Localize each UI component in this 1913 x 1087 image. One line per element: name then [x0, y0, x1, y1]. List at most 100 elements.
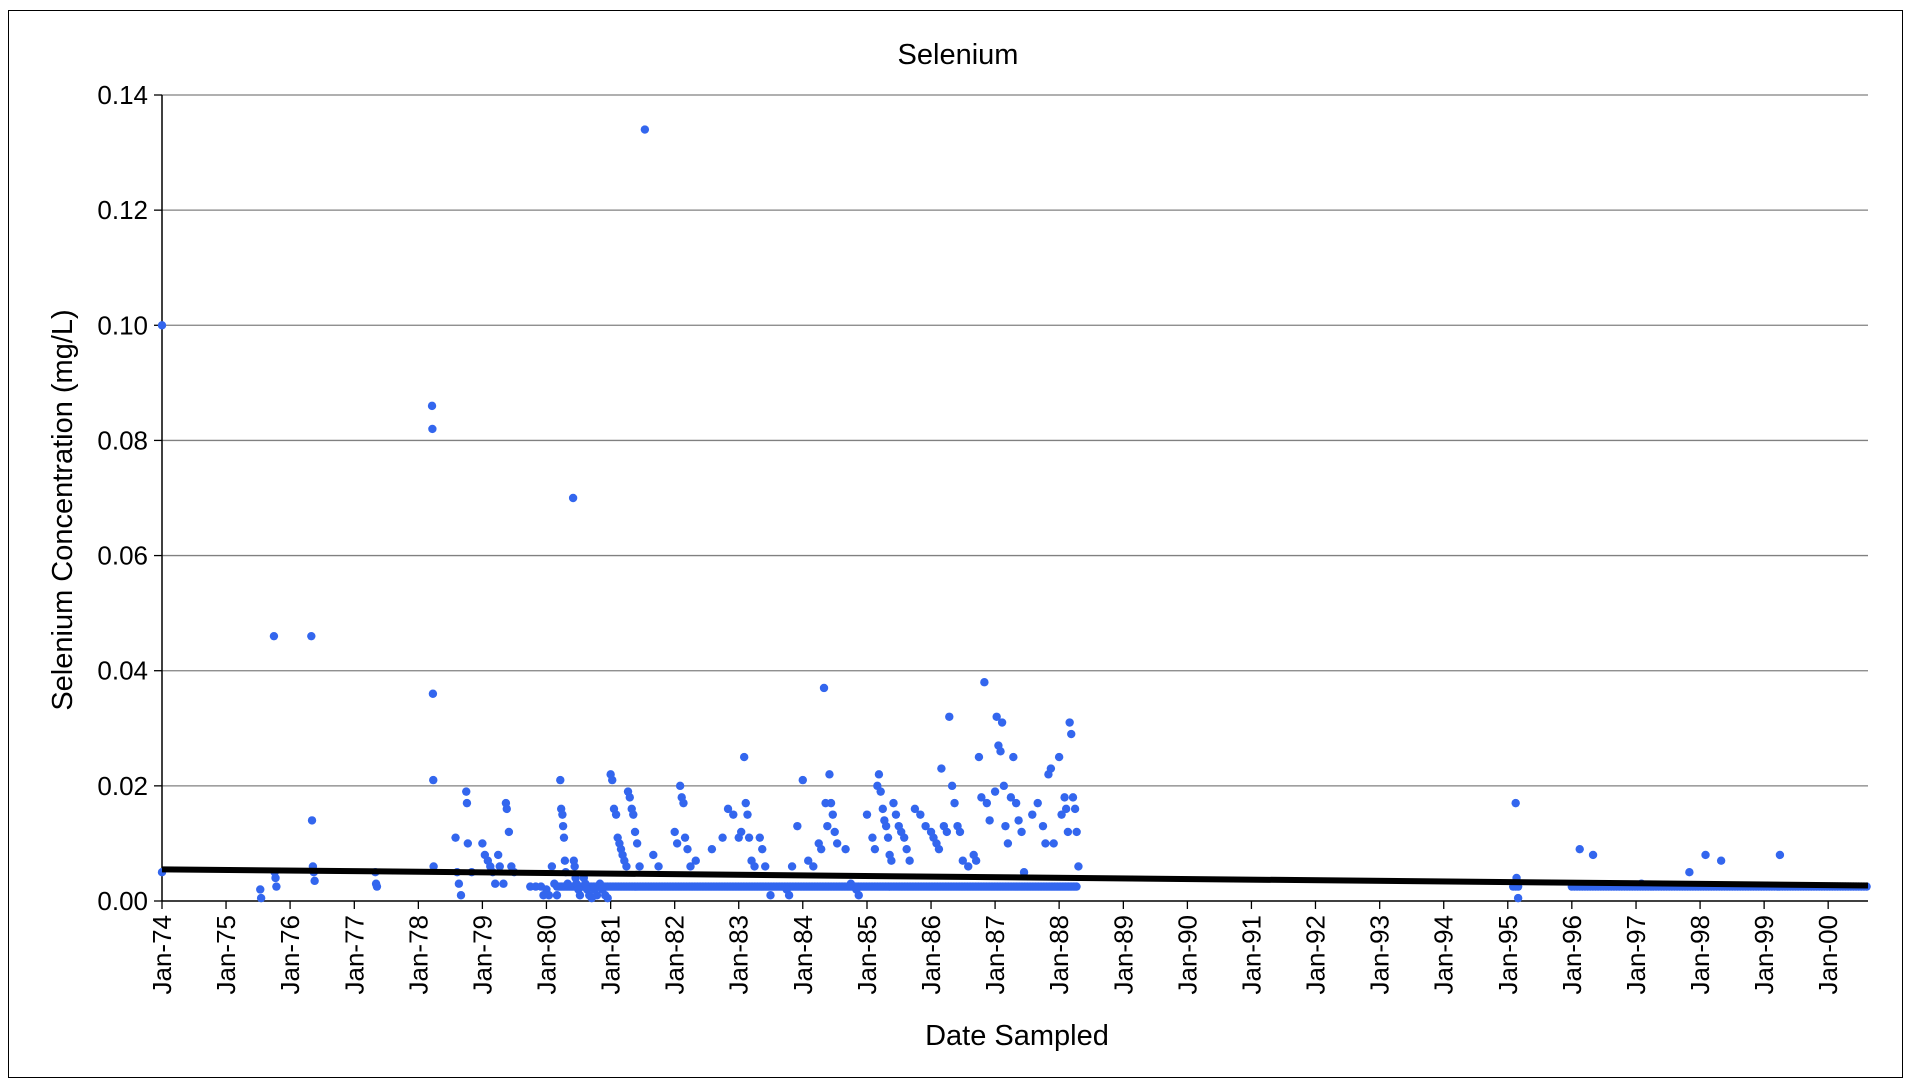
data-point — [870, 844, 880, 854]
data-point — [942, 827, 952, 837]
x-tick-label: Jan-98 — [1685, 915, 1715, 995]
data-point — [974, 752, 984, 762]
data-point — [1511, 798, 1520, 808]
x-tick-label: Jan-74 — [147, 915, 177, 995]
y-tick-labels: 0.00 0.02 0.04 0.06 0.08 0.10 0.12 0.14 — [97, 80, 162, 916]
data-point — [854, 891, 863, 900]
data-point — [971, 856, 981, 865]
data-point — [921, 821, 930, 831]
data-point — [997, 718, 1007, 727]
data-point — [307, 816, 317, 825]
data-point — [1074, 862, 1083, 871]
data-point — [809, 862, 818, 871]
data-point — [761, 862, 770, 871]
gridlines — [162, 94, 1868, 787]
data-point — [559, 833, 569, 842]
data-point — [955, 827, 965, 837]
x-tick-label: Jan-88 — [1044, 915, 1074, 995]
x-tick-label: Jan-95 — [1493, 915, 1523, 995]
data-point — [427, 401, 437, 411]
data-point — [1575, 844, 1584, 854]
data-point — [428, 689, 438, 698]
data-point — [256, 885, 265, 894]
data-point — [766, 891, 775, 900]
data-point — [157, 321, 167, 330]
data-point — [828, 810, 837, 819]
data-point — [985, 816, 994, 825]
data-point — [478, 839, 487, 848]
data-point — [1001, 821, 1010, 831]
trendline-group — [161, 866, 1869, 889]
data-point — [558, 821, 568, 831]
data-point — [876, 787, 885, 796]
data-point — [787, 862, 797, 871]
data-point — [889, 798, 898, 808]
data-point — [823, 821, 832, 831]
data-point — [622, 862, 631, 871]
x-tick-label: Jan-78 — [403, 915, 433, 995]
data-point — [707, 844, 717, 854]
data-point — [463, 839, 473, 848]
data-point — [1070, 804, 1080, 814]
data-point — [744, 833, 754, 842]
y-tick-label: 0.14 — [97, 80, 148, 110]
data-point — [1065, 718, 1074, 727]
data-point — [996, 747, 1005, 756]
data-point — [272, 882, 281, 891]
data-point — [826, 798, 836, 808]
data-point — [670, 827, 679, 837]
data-point — [552, 891, 562, 900]
data-point — [560, 856, 570, 865]
data-point — [878, 804, 887, 814]
data-point — [495, 862, 504, 871]
x-tick-label: Jan-93 — [1365, 915, 1395, 995]
x-tick-label: Jan-96 — [1557, 915, 1587, 995]
data-point — [490, 879, 500, 888]
data-point — [718, 833, 727, 842]
data-point — [428, 424, 437, 434]
data-point — [1017, 827, 1026, 837]
data-point — [750, 862, 759, 871]
data-point — [611, 810, 621, 819]
x-tick-label: Jan-89 — [1108, 915, 1138, 995]
data-point — [493, 850, 503, 860]
x-tick-label: Jan-76 — [275, 915, 305, 995]
data-point — [1006, 793, 1016, 802]
x-axis-title: Date Sampled — [925, 1020, 1109, 1052]
data-point — [1049, 839, 1058, 848]
x-tick-label: Jan-80 — [531, 915, 561, 995]
data-point — [563, 879, 572, 888]
data-point — [556, 775, 565, 785]
data-point — [1054, 752, 1064, 762]
data-point — [868, 833, 877, 842]
data-point — [608, 775, 617, 785]
data-point — [739, 752, 749, 762]
data-point — [1072, 827, 1081, 837]
data-point — [307, 631, 316, 641]
data-point — [846, 879, 856, 888]
x-tick-label: Jan-92 — [1300, 915, 1330, 995]
data-point — [256, 893, 266, 903]
x-tick-label: Jan-87 — [980, 915, 1010, 995]
y-tick-label: 0.10 — [97, 310, 148, 340]
x-tick-label: Jan-00 — [1813, 915, 1843, 995]
data-point — [736, 827, 746, 837]
data-point — [429, 862, 438, 871]
data-point — [1046, 764, 1056, 773]
data-point — [372, 882, 382, 891]
data-point — [950, 798, 959, 808]
data-point — [982, 798, 992, 808]
data-point — [502, 804, 511, 814]
x-tick-label: Jan-75 — [211, 915, 241, 995]
data-point — [271, 873, 280, 883]
data-point — [568, 493, 578, 503]
x-tick-label: Jan-90 — [1172, 915, 1202, 995]
data-point — [825, 770, 834, 779]
y-tick-label: 0.00 — [97, 886, 148, 916]
data-point — [902, 844, 911, 854]
data-point — [629, 810, 638, 819]
data-point — [1701, 850, 1710, 860]
data-point — [798, 775, 807, 785]
data-point — [784, 891, 794, 900]
